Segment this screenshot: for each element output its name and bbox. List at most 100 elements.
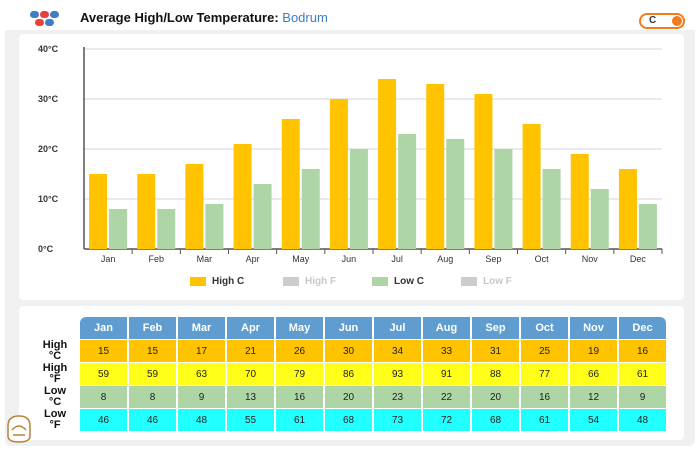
bar-low-c[interactable] xyxy=(398,134,417,249)
legend-swatch xyxy=(283,277,299,286)
bar-high-c[interactable] xyxy=(570,154,589,249)
table-cell: 55 xyxy=(227,409,274,431)
x-tick-label: May xyxy=(292,254,310,264)
legend-label: High C xyxy=(212,276,245,287)
y-tick-label: 0°C xyxy=(38,244,54,254)
bar-high-c[interactable] xyxy=(522,124,541,249)
row-label-text: Low xyxy=(44,385,66,397)
table-row-label: High °F xyxy=(32,363,78,385)
table-cell: 48 xyxy=(178,409,225,431)
bar-high-c[interactable] xyxy=(185,164,204,249)
bar-high-c[interactable] xyxy=(618,169,637,249)
chart-bars xyxy=(89,79,657,249)
bar-high-c[interactable] xyxy=(329,99,348,249)
table-header-month: Jun xyxy=(325,317,372,339)
x-axis-ticks: Jan Feb Mar Apr May Jun Jul Aug Sep Oct Nov Dec xyxy=(101,249,663,264)
corner-badge-icon xyxy=(7,415,31,443)
bar-low-c[interactable] xyxy=(590,189,609,249)
bar-low-c[interactable] xyxy=(157,209,176,249)
table-cell: 63 xyxy=(178,363,225,385)
bar-low-c[interactable] xyxy=(109,209,128,249)
table-cell: 15 xyxy=(80,340,127,362)
table-cell: 8 xyxy=(80,386,127,408)
table-cell: 12 xyxy=(570,386,617,408)
table-cell: 20 xyxy=(325,386,372,408)
legend-swatch xyxy=(372,277,388,286)
page-title: Average High/Low Temperature: Bodrum xyxy=(80,10,328,25)
bar-low-c[interactable] xyxy=(301,169,320,249)
table-row-label: Low °F xyxy=(32,409,78,431)
row-label-text: Low xyxy=(44,408,66,420)
table-cell: 73 xyxy=(374,409,421,431)
table-header-month: Mar xyxy=(178,317,225,339)
bar-high-c[interactable] xyxy=(378,79,397,249)
table-header-month: Oct xyxy=(521,317,568,339)
table-cell: 13 xyxy=(227,386,274,408)
table-cell: 9 xyxy=(619,386,666,408)
table-cell: 93 xyxy=(374,363,421,385)
table-cell: 17 xyxy=(178,340,225,362)
table-cell: 16 xyxy=(521,386,568,408)
chart-legend: High C High F Low C Low F xyxy=(0,275,700,289)
city-name: Bodrum xyxy=(282,10,328,25)
bar-low-c[interactable] xyxy=(253,184,272,249)
table-cell: 61 xyxy=(276,409,323,431)
table-cell: 16 xyxy=(276,386,323,408)
bar-low-c[interactable] xyxy=(542,169,561,249)
legend-swatch xyxy=(190,277,206,286)
table-corner xyxy=(32,317,78,339)
x-tick-label: Nov xyxy=(582,254,599,264)
table-cell: 46 xyxy=(80,409,127,431)
table-header-month: Sep xyxy=(472,317,519,339)
bar-low-c[interactable] xyxy=(446,139,465,249)
table-header-month: Jan xyxy=(80,317,127,339)
table-cell: 54 xyxy=(570,409,617,431)
bar-high-c[interactable] xyxy=(474,94,493,249)
table-cell: 61 xyxy=(521,409,568,431)
bar-low-c[interactable] xyxy=(494,149,513,249)
table-cell: 68 xyxy=(472,409,519,431)
table-row: High °C 15 15 17 21 26 30 34 33 31 25 19 16 xyxy=(32,340,666,362)
x-tick-label: Sep xyxy=(485,254,501,264)
table-cell: 25 xyxy=(521,340,568,362)
y-tick-label: 20°C xyxy=(38,144,59,154)
bar-low-c[interactable] xyxy=(349,149,368,249)
bar-low-c[interactable] xyxy=(205,204,224,249)
site-logo-icon xyxy=(30,10,66,28)
table-cell: 15 xyxy=(129,340,176,362)
bar-high-c[interactable] xyxy=(89,174,108,249)
table-cell: 9 xyxy=(178,386,225,408)
table-cell: 8 xyxy=(129,386,176,408)
table-cell: 68 xyxy=(325,409,372,431)
x-tick-label: Aug xyxy=(437,254,453,264)
row-label-unit: °F xyxy=(49,419,61,431)
table-row: Low °F 46 46 48 55 61 68 73 72 68 61 54 48 xyxy=(32,409,666,431)
widget-header: Average High/Low Temperature: Bodrum C xyxy=(5,4,695,30)
table-cell: 31 xyxy=(472,340,519,362)
table-cell: 23 xyxy=(374,386,421,408)
table-header-month: May xyxy=(276,317,323,339)
bar-high-c[interactable] xyxy=(281,119,300,249)
row-label-text: High xyxy=(42,339,68,351)
legend-label: High F xyxy=(305,276,337,287)
table-cell: 20 xyxy=(472,386,519,408)
table-cell: 86 xyxy=(325,363,372,385)
bar-high-c[interactable] xyxy=(233,144,252,249)
bar-high-c[interactable] xyxy=(137,174,156,249)
table-cell: 79 xyxy=(276,363,323,385)
unit-toggle[interactable]: C xyxy=(639,13,685,29)
bar-low-c[interactable] xyxy=(638,204,657,249)
table-cell: 22 xyxy=(423,386,470,408)
x-tick-label: Jan xyxy=(101,254,116,264)
table-cell: 59 xyxy=(80,363,127,385)
bar-high-c[interactable] xyxy=(426,84,445,249)
unit-toggle-label: C xyxy=(649,15,657,26)
row-label-unit: °C xyxy=(48,396,62,408)
table-header-month: Apr xyxy=(227,317,274,339)
y-tick-label: 40°C xyxy=(38,44,59,54)
table-cell: 19 xyxy=(570,340,617,362)
table-header-month: Jul xyxy=(374,317,421,339)
table-cell: 61 xyxy=(619,363,666,385)
row-label-unit: °C xyxy=(48,350,62,362)
x-tick-label: Oct xyxy=(535,254,550,264)
